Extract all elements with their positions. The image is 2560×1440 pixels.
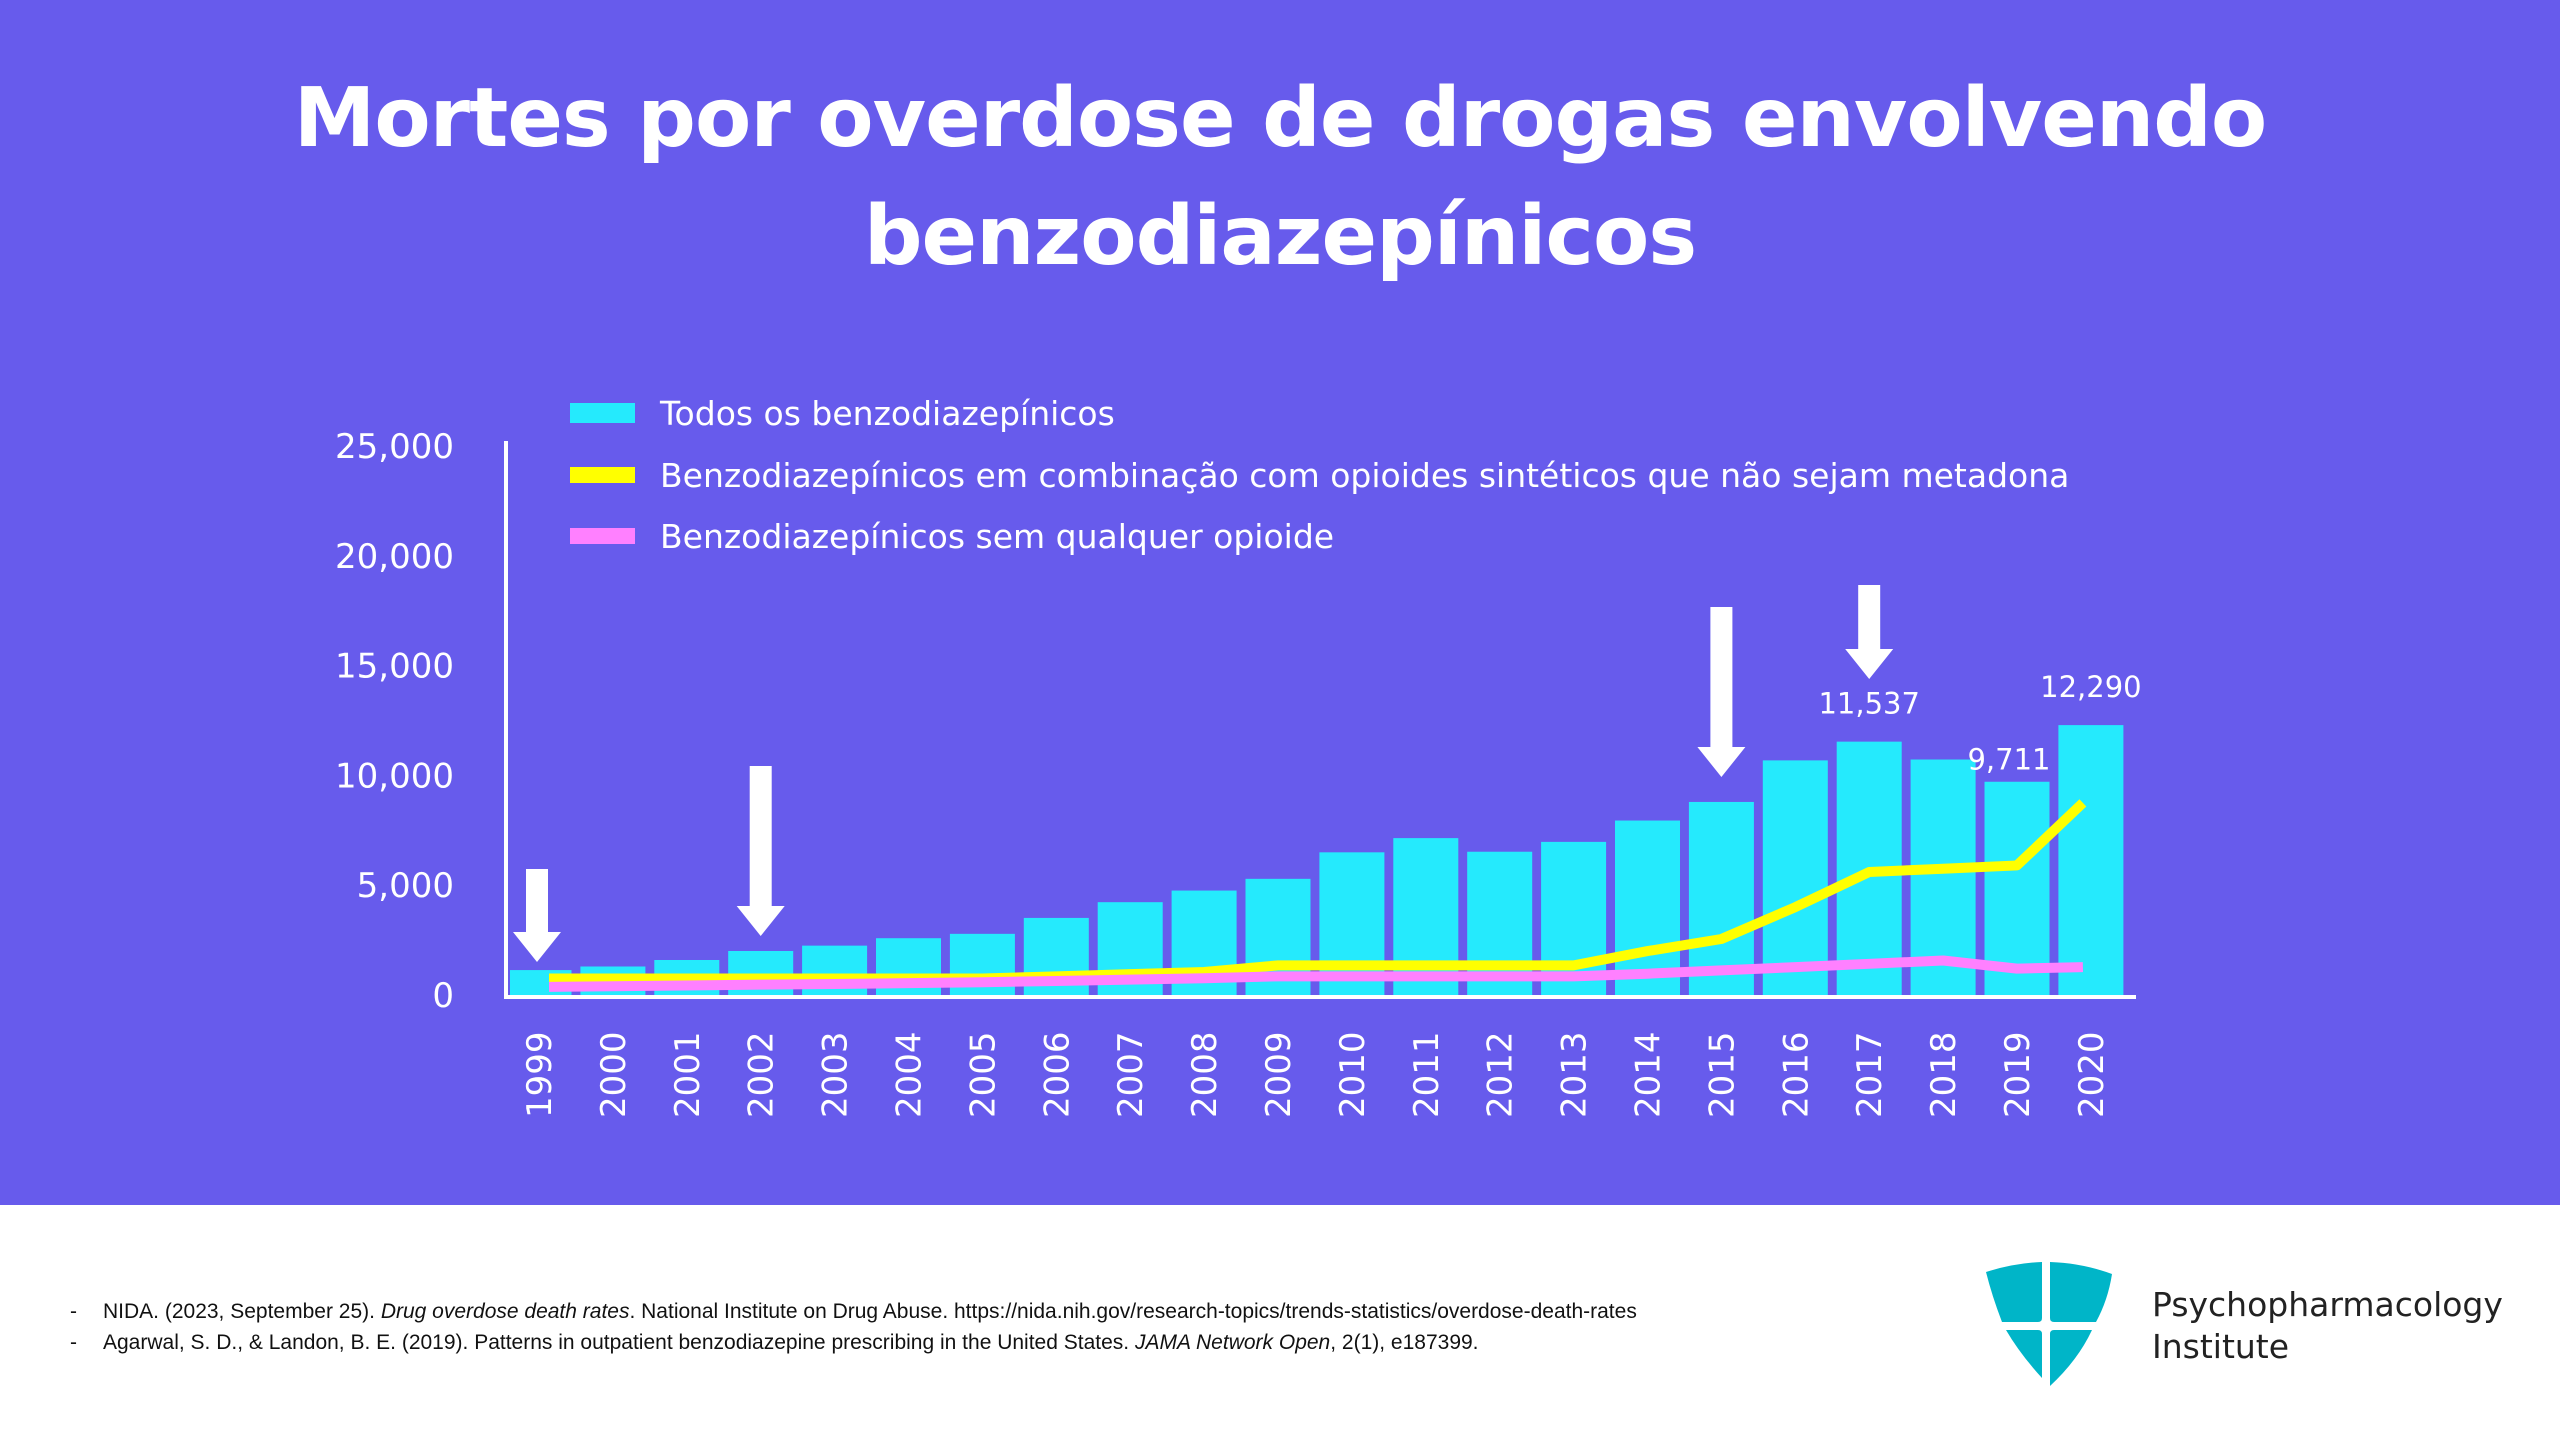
legend-swatch-1: [570, 403, 635, 423]
x-tick-label: 2008: [1185, 1031, 1225, 1118]
logo-line-2: Institute: [2152, 1327, 2290, 1366]
ref-title: Drug overdose death rates: [380, 1300, 630, 1323]
bar-2012: [1467, 851, 1533, 995]
logo-line-1: Psychopharmacology: [2152, 1285, 2503, 1324]
arrow-down-icon: [513, 869, 561, 962]
x-tick-label: 2014: [1629, 1031, 1669, 1118]
x-tick-label: 2001: [668, 1031, 708, 1118]
legend-label-2: Benzodiazepínicos em combinação com opio…: [660, 456, 2069, 495]
reference-2: - Agarwal, S. D., & Landon, B. E. (2019).…: [70, 1327, 1637, 1358]
legend-label-3: Benzodiazepínicos sem qualquer opioide: [660, 517, 1334, 556]
shield-cross-icon: [1986, 1262, 2112, 1386]
x-tick-label: 2005: [963, 1031, 1003, 1118]
references: - NIDA. (2023, September 25). Drug overdo…: [70, 1296, 1637, 1358]
x-tick-label: 2018: [1924, 1031, 1964, 1118]
arrow-down-icon: [1845, 585, 1894, 679]
y-tick-label: 20,000: [335, 537, 454, 577]
title-line-2: benzodiazepínicos: [863, 189, 1697, 284]
y-tick-label: 5,000: [357, 866, 454, 906]
y-tick-label: 25,000: [335, 427, 454, 467]
data-label: 9,711: [1967, 743, 2050, 777]
bar-2015: [1688, 801, 1754, 995]
legend-swatch-2: [570, 467, 635, 483]
x-tick-label: 2019: [1998, 1031, 2038, 1118]
x-tick-label: 2006: [1037, 1031, 1077, 1118]
bar-2019: [1984, 781, 2050, 995]
chart-panel: Mortes por overdose de drogas envolvendo…: [0, 0, 2560, 1205]
x-tick-label: 2002: [742, 1031, 782, 1118]
data-label: 12,290: [2040, 670, 2141, 704]
logo-text: Psychopharmacology Institute: [2152, 1284, 2503, 1368]
x-tick-label: 2009: [1259, 1031, 1299, 1118]
bar-2014: [1615, 820, 1680, 995]
ref-text: . National Institute on Drug Abuse. http…: [629, 1300, 1637, 1323]
x-tick-label: 2013: [1555, 1031, 1595, 1118]
bullet: -: [70, 1331, 77, 1354]
x-tick-label: 2003: [816, 1031, 856, 1118]
y-tick-label: 15,000: [335, 647, 454, 687]
bar-2020: [2058, 725, 2124, 995]
x-tick-label: 2004: [890, 1031, 930, 1118]
x-tick-label: 2015: [1702, 1031, 1742, 1118]
x-tick-label: 2007: [1111, 1031, 1151, 1118]
data-label: 11,537: [1818, 687, 1919, 721]
x-tick-label: 2011: [1407, 1031, 1447, 1118]
ref-title: JAMA Network Open: [1134, 1331, 1331, 1354]
bar-2010: [1319, 852, 1385, 995]
legend-swatch-3: [570, 528, 635, 544]
x-tick-label: 2020: [2072, 1031, 2112, 1118]
x-tick-label: 2017: [1850, 1031, 1890, 1118]
page-title: Mortes por overdose de drogas envolvendo…: [0, 60, 2560, 296]
ref-text: , 2(1), e187399.: [1330, 1331, 1479, 1354]
x-tick-label: 2010: [1333, 1031, 1373, 1118]
ref-text: Agarwal, S. D., & Landon, B. E. (2019). …: [103, 1331, 1135, 1354]
ref-text: NIDA. (2023, September 25).: [103, 1300, 381, 1323]
y-tick-label: 0: [432, 976, 454, 1016]
title-line-1: Mortes por overdose de drogas envolvendo: [293, 71, 2267, 166]
y-tick-label: 10,000: [335, 756, 454, 796]
line-series-2: [548, 955, 2084, 992]
arrow-down-icon: [1697, 607, 1746, 777]
bar-2016: [1762, 760, 1828, 995]
arrow-down-icon: [736, 766, 785, 936]
bar-line-chart: 0 5,000 10,000 15,000 20,000 25,000 1999 2000 20…: [335, 394, 2142, 1118]
bullet: -: [70, 1300, 77, 1323]
legend-label-1: Todos os benzodiazepínicos: [659, 394, 1115, 433]
line-series-1: [549, 799, 2087, 984]
x-tick-label: 2012: [1481, 1031, 1521, 1118]
reference-1: - NIDA. (2023, September 25). Drug overdo…: [70, 1296, 1637, 1327]
x-tick-label: 1999: [520, 1031, 560, 1118]
x-tick-label: 2000: [594, 1031, 634, 1118]
x-tick-label: 2016: [1776, 1031, 1816, 1118]
